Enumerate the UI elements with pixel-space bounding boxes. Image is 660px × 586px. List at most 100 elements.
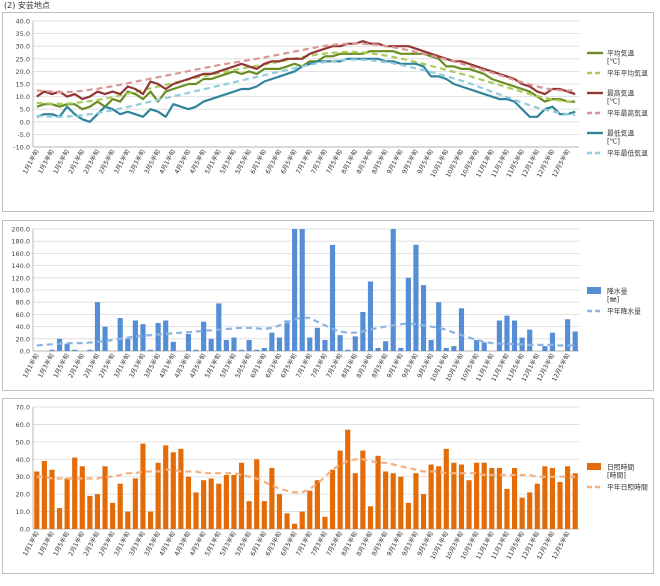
bar: [314, 327, 320, 351]
bar: [208, 338, 214, 351]
bar: [322, 340, 328, 351]
bar: [489, 468, 495, 529]
bar: [443, 347, 449, 351]
legend-label-unit: [℃]: [607, 58, 620, 66]
bar: [132, 478, 138, 529]
bar: [322, 516, 328, 529]
bar: [383, 471, 389, 529]
y-tick-label: 70.0: [16, 404, 30, 412]
bar: [428, 464, 434, 529]
bar: [102, 466, 108, 529]
bar: [474, 340, 480, 351]
legend-label-unit: [㎜]: [607, 296, 619, 304]
y-tick-label: 60.0: [16, 311, 30, 319]
bar: [163, 445, 169, 529]
bar: [549, 468, 556, 529]
bar: [496, 468, 502, 529]
bar: [132, 320, 138, 351]
legend-label: 平年平均気温: [607, 69, 648, 78]
bar: [193, 492, 199, 529]
bar: [458, 464, 465, 529]
page-title: (2) 安芸地点: [4, 1, 50, 10]
precipitation-chart-panel: 0.0 20.0 40.0 60.0 80.0 100.0 120.0 140.0 160.0 1…: [2, 220, 654, 391]
bar: [511, 320, 518, 351]
bar: [94, 494, 101, 529]
bar: [56, 508, 63, 529]
bar: [413, 473, 419, 529]
bar: [436, 466, 442, 529]
y-tick-label: 10.0: [16, 508, 30, 516]
bar: [216, 303, 222, 351]
bar: [49, 349, 55, 351]
legend-label: 平年日照時間: [607, 483, 648, 492]
bar: [542, 466, 548, 529]
bar: [398, 476, 404, 529]
bar: [405, 502, 411, 529]
bar: [292, 523, 298, 529]
bar: [223, 474, 229, 529]
bar: [117, 483, 123, 529]
sunshine-chart-panel: 0.0 10.0 20.0 30.0 40.0 50.0 60.0 70.0 1月1半旬 1月3半…: [2, 398, 654, 574]
bar: [238, 462, 245, 529]
bar: [572, 331, 578, 351]
legend-label-unit: [時間]: [607, 472, 626, 480]
bar: [246, 340, 252, 351]
series-line: [36, 458, 576, 494]
y-tick-label: 5.0: [20, 106, 30, 114]
bar: [185, 333, 192, 351]
y-tick-label: 10.0: [16, 93, 30, 101]
legend-label: 最低気温: [607, 129, 634, 138]
bar: [299, 229, 305, 351]
bar: [87, 349, 93, 351]
series-line: [36, 316, 576, 347]
legend-label: 降水量: [607, 287, 628, 296]
bar: [261, 501, 267, 529]
legend-label-unit: [℃]: [607, 98, 620, 106]
y-tick-label: 25.0: [16, 55, 30, 63]
bar: [345, 429, 351, 529]
precipitation-chart: 0.0 20.0 40.0 60.0 80.0 100.0 120.0 140.0 160.0 1…: [11, 226, 641, 383]
legend-label: 日照時間: [607, 464, 634, 472]
bar: [254, 459, 260, 529]
bar: [246, 501, 252, 529]
y-tick-label: 50.0: [16, 438, 30, 446]
bar: [542, 346, 548, 351]
bar: [56, 338, 63, 351]
bar: [231, 337, 237, 351]
bar: [284, 320, 290, 351]
y-tick-label: 60.0: [16, 421, 30, 429]
bar: [201, 321, 207, 351]
bar: [125, 511, 131, 529]
bar: [519, 497, 525, 529]
bar: [216, 483, 222, 529]
bar: [428, 340, 434, 351]
y-tick-label: 160.0: [11, 250, 30, 258]
bar: [420, 285, 427, 351]
bar: [360, 450, 366, 529]
bar: [534, 483, 540, 529]
bar: [352, 336, 358, 351]
bar: [284, 513, 290, 529]
bar: [276, 337, 283, 351]
y-tick-label: 40.0: [16, 323, 30, 331]
bar: [254, 349, 260, 351]
y-tick-label: 40.0: [16, 456, 30, 464]
bar: [451, 462, 457, 529]
bar: [185, 476, 192, 529]
series-line: [36, 50, 576, 111]
legend-label: 平年最低気温: [607, 149, 648, 158]
bar: [405, 277, 411, 351]
bar: [436, 302, 442, 351]
y-tick-label: 30.0: [16, 43, 30, 51]
bar: [178, 448, 184, 529]
legend-label-unit: [℃]: [607, 138, 620, 146]
bar: [261, 347, 267, 351]
temperature-chart: -10.0 -5.0 0.0 5.0 10.0 15.0 20.0 25.0 30.0 35.0 4…: [13, 18, 648, 179]
bar: [49, 469, 55, 529]
bar: [125, 338, 131, 351]
bar: [140, 443, 146, 529]
bar: [299, 511, 305, 529]
y-tick-label: 15.0: [16, 81, 30, 89]
y-tick-label: 0.0: [20, 526, 30, 534]
bar: [269, 468, 275, 529]
